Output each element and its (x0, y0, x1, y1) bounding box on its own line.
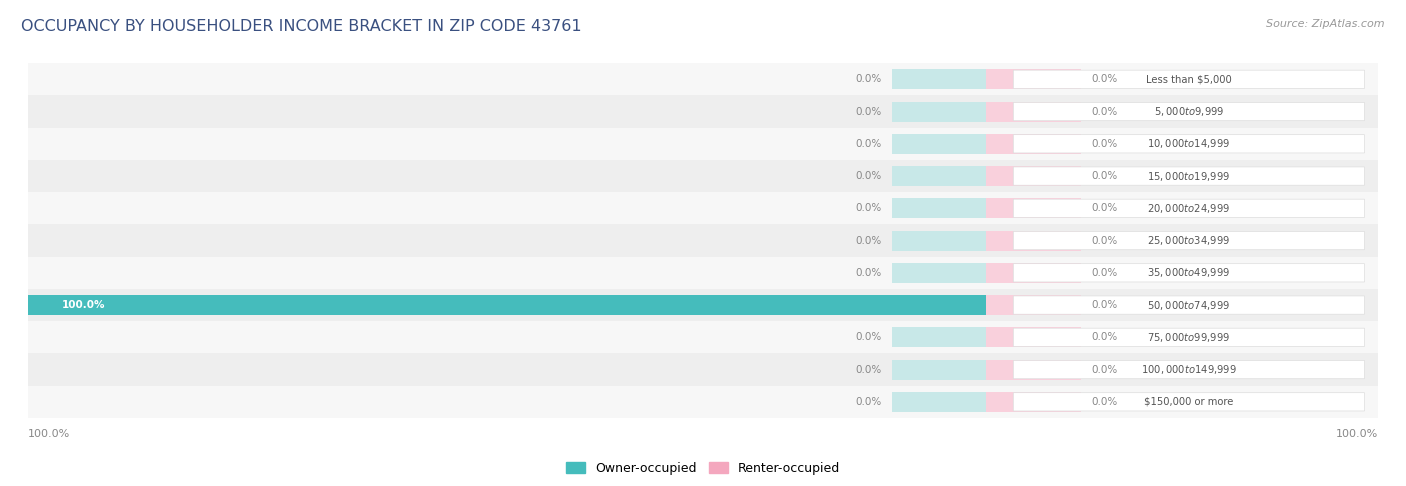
Bar (987, 328, 1081, 347)
Bar (28, 63, 1378, 95)
Legend: Owner-occupied, Renter-occupied: Owner-occupied, Renter-occupied (561, 457, 845, 480)
Text: 0.0%: 0.0% (856, 236, 882, 245)
Text: 0.0%: 0.0% (856, 74, 882, 84)
Bar (987, 198, 1081, 218)
FancyBboxPatch shape (1014, 393, 1364, 411)
Text: 0.0%: 0.0% (1091, 332, 1118, 342)
Text: 0.0%: 0.0% (856, 139, 882, 149)
Text: 0.0%: 0.0% (1091, 236, 1118, 245)
Bar (987, 166, 1081, 186)
FancyBboxPatch shape (1014, 70, 1364, 88)
Bar (891, 230, 987, 251)
Text: 0.0%: 0.0% (856, 203, 882, 213)
Bar (987, 295, 1081, 315)
Bar (891, 295, 987, 315)
Bar (891, 198, 987, 218)
Text: 0.0%: 0.0% (1091, 364, 1118, 375)
Text: 0.0%: 0.0% (1091, 397, 1118, 407)
Text: $100,000 to $149,999: $100,000 to $149,999 (1140, 363, 1237, 376)
Text: 0.0%: 0.0% (1091, 139, 1118, 149)
Bar (891, 102, 987, 122)
Text: 0.0%: 0.0% (1091, 300, 1118, 310)
FancyBboxPatch shape (1014, 231, 1364, 250)
Text: 100.0%: 100.0% (28, 429, 70, 439)
Text: $150,000 or more: $150,000 or more (1144, 397, 1233, 407)
Bar (891, 360, 987, 380)
Text: 0.0%: 0.0% (856, 364, 882, 375)
Text: 0.0%: 0.0% (1091, 74, 1118, 84)
Bar (891, 166, 987, 186)
Text: Source: ZipAtlas.com: Source: ZipAtlas.com (1267, 19, 1385, 30)
FancyBboxPatch shape (1014, 264, 1364, 282)
Text: $15,000 to $19,999: $15,000 to $19,999 (1147, 170, 1230, 183)
Bar (28, 289, 1378, 321)
Text: $5,000 to $9,999: $5,000 to $9,999 (1154, 105, 1225, 118)
Text: 0.0%: 0.0% (1091, 268, 1118, 278)
FancyBboxPatch shape (1014, 361, 1364, 379)
Text: $10,000 to $14,999: $10,000 to $14,999 (1147, 138, 1230, 150)
Bar (28, 386, 1378, 418)
Bar (891, 328, 987, 347)
Bar (28, 353, 1378, 386)
FancyBboxPatch shape (1014, 296, 1364, 314)
Bar (28, 225, 1378, 257)
Bar (28, 257, 1378, 289)
Bar (987, 69, 1081, 89)
Text: 0.0%: 0.0% (856, 268, 882, 278)
Text: 100.0%: 100.0% (62, 300, 105, 310)
Text: Less than $5,000: Less than $5,000 (1146, 74, 1232, 84)
FancyBboxPatch shape (1014, 135, 1364, 153)
Text: OCCUPANCY BY HOUSEHOLDER INCOME BRACKET IN ZIP CODE 43761: OCCUPANCY BY HOUSEHOLDER INCOME BRACKET … (21, 19, 582, 35)
FancyBboxPatch shape (1014, 167, 1364, 185)
Text: 0.0%: 0.0% (856, 106, 882, 117)
Text: 0.0%: 0.0% (856, 171, 882, 181)
FancyBboxPatch shape (1014, 199, 1364, 217)
Bar (28, 128, 1378, 160)
Bar (987, 263, 1081, 283)
Text: 0.0%: 0.0% (856, 332, 882, 342)
Bar (987, 230, 1081, 251)
Text: $35,000 to $49,999: $35,000 to $49,999 (1147, 266, 1230, 279)
Bar (987, 360, 1081, 380)
Text: $20,000 to $24,999: $20,000 to $24,999 (1147, 202, 1230, 215)
Text: 0.0%: 0.0% (1091, 171, 1118, 181)
Bar (891, 263, 987, 283)
Text: $50,000 to $74,999: $50,000 to $74,999 (1147, 298, 1230, 312)
FancyBboxPatch shape (1014, 328, 1364, 347)
FancyBboxPatch shape (1014, 103, 1364, 121)
Bar (28, 160, 1378, 192)
Bar (28, 321, 1378, 353)
Text: 0.0%: 0.0% (1091, 203, 1118, 213)
Bar (28, 95, 1378, 128)
Bar (987, 102, 1081, 122)
Text: $25,000 to $34,999: $25,000 to $34,999 (1147, 234, 1230, 247)
Bar (891, 134, 987, 154)
Bar (987, 392, 1081, 412)
Text: 0.0%: 0.0% (1091, 106, 1118, 117)
Bar (987, 134, 1081, 154)
Text: 100.0%: 100.0% (1336, 429, 1378, 439)
Text: 0.0%: 0.0% (856, 397, 882, 407)
Bar (891, 69, 987, 89)
Bar (28, 295, 987, 315)
Bar (28, 192, 1378, 225)
Bar (891, 392, 987, 412)
Text: $75,000 to $99,999: $75,000 to $99,999 (1147, 331, 1230, 344)
